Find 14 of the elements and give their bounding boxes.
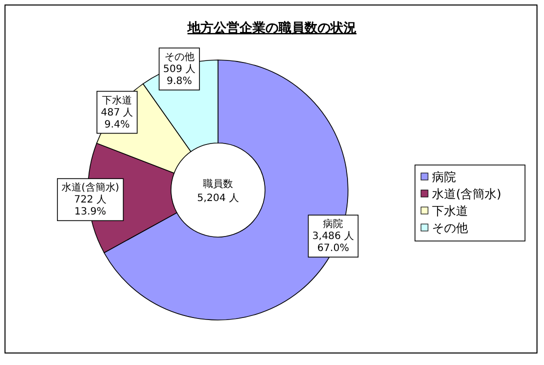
data-label: 722 人 13.9% [74,194,106,218]
chart-title: 地方公営企業の職員数の状況 [186,20,356,36]
slice-label: その他 [164,50,194,63]
data-label: 509 人 9.8% [163,64,196,87]
slice-label: 病院 [323,218,344,230]
text: 職員数 5,204 人 [197,178,239,204]
slice-label: 水道(含簡水) [61,182,120,194]
legend-label: 下水道 [432,204,468,218]
slice-label: 下水道 [102,94,132,106]
legend-label: 水道(含簡水) [432,187,502,201]
data-label: 487 人 9.4% [100,107,134,130]
legend-label: その他 [432,221,468,235]
legend-label: 病院 [432,170,456,184]
data-label: 3,486 人 67.0% [312,231,354,254]
